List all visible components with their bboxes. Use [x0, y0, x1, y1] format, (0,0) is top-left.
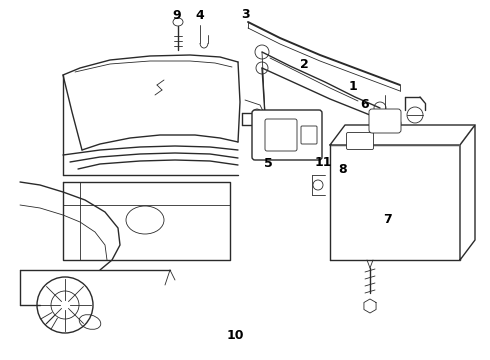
- Text: 2: 2: [300, 58, 309, 71]
- Text: 3: 3: [242, 8, 250, 21]
- Text: 10: 10: [226, 329, 244, 342]
- Text: 6: 6: [361, 98, 369, 111]
- Text: 7: 7: [383, 213, 392, 226]
- Circle shape: [271, 127, 287, 143]
- FancyBboxPatch shape: [346, 132, 373, 149]
- Text: 11: 11: [315, 156, 332, 169]
- Text: 9: 9: [172, 9, 181, 22]
- FancyBboxPatch shape: [369, 109, 401, 133]
- Polygon shape: [330, 145, 460, 260]
- FancyBboxPatch shape: [301, 126, 317, 144]
- Polygon shape: [364, 299, 376, 313]
- Text: 1: 1: [348, 80, 357, 93]
- Text: 5: 5: [264, 157, 273, 170]
- FancyBboxPatch shape: [252, 110, 322, 160]
- Polygon shape: [330, 125, 475, 145]
- Text: 4: 4: [196, 9, 204, 22]
- Polygon shape: [460, 125, 475, 260]
- Text: 8: 8: [339, 163, 347, 176]
